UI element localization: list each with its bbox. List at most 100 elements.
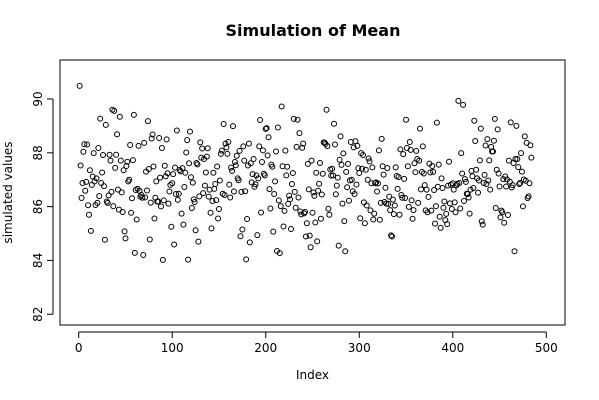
data-point xyxy=(432,203,439,210)
data-point xyxy=(215,206,222,213)
data-point xyxy=(198,154,205,161)
data-point xyxy=(287,196,294,203)
data-point xyxy=(278,103,285,110)
data-point xyxy=(512,156,519,163)
data-point xyxy=(499,209,506,216)
data-point xyxy=(494,126,501,133)
data-point xyxy=(413,147,420,154)
data-point xyxy=(473,166,480,173)
data-point xyxy=(223,144,230,151)
data-point xyxy=(515,164,522,171)
data-point xyxy=(148,135,155,142)
data-point xyxy=(186,160,193,167)
x-tick-label: 300 xyxy=(348,341,371,355)
data-point xyxy=(451,199,458,206)
data-point xyxy=(348,176,355,183)
data-point xyxy=(87,227,94,234)
data-point xyxy=(389,196,396,203)
data-point xyxy=(480,179,487,186)
data-point xyxy=(283,172,290,179)
data-point xyxy=(273,148,280,155)
data-point xyxy=(259,147,266,154)
data-point xyxy=(108,188,115,195)
data-point xyxy=(204,145,211,152)
data-point xyxy=(330,172,337,179)
data-point xyxy=(377,199,384,206)
data-point xyxy=(258,209,265,216)
data-point xyxy=(96,193,103,200)
data-point xyxy=(131,249,138,256)
data-point xyxy=(444,221,451,228)
data-point xyxy=(335,242,342,249)
data-point xyxy=(325,205,332,212)
data-point xyxy=(244,216,251,222)
data-point xyxy=(220,121,227,128)
data-point xyxy=(475,177,482,184)
data-point xyxy=(331,120,338,127)
data-point xyxy=(387,207,394,214)
data-point xyxy=(90,150,97,157)
data-point xyxy=(450,186,457,193)
chart-title: Simulation of Mean xyxy=(226,21,401,40)
y-axis: 82 84 86 88 90 xyxy=(31,91,54,322)
data-point xyxy=(127,142,134,149)
data-point xyxy=(163,136,170,143)
data-point xyxy=(118,189,125,196)
data-point xyxy=(182,169,189,176)
data-point xyxy=(233,152,240,159)
data-point xyxy=(384,165,391,172)
data-point xyxy=(256,143,263,150)
data-point xyxy=(193,160,200,167)
data-point xyxy=(395,174,402,181)
data-point xyxy=(402,195,409,202)
data-point xyxy=(486,157,493,164)
data-point xyxy=(338,161,345,168)
data-point xyxy=(208,225,215,232)
data-point xyxy=(190,196,197,203)
data-point xyxy=(392,164,399,171)
data-point xyxy=(210,169,217,176)
data-point xyxy=(339,200,346,207)
points-layer xyxy=(76,82,535,263)
data-point xyxy=(156,135,163,142)
data-point xyxy=(116,113,123,120)
data-point xyxy=(79,179,86,186)
data-point xyxy=(425,193,432,200)
data-point xyxy=(388,233,395,240)
data-point xyxy=(199,145,206,152)
data-point xyxy=(98,179,105,186)
data-point xyxy=(197,139,204,146)
data-point xyxy=(246,239,253,246)
data-point xyxy=(424,209,431,216)
data-point xyxy=(201,182,208,189)
data-point xyxy=(133,216,140,223)
data-point xyxy=(403,116,410,123)
data-point xyxy=(446,158,453,165)
y-tick-label: 84 xyxy=(31,253,45,268)
data-point xyxy=(436,213,443,220)
data-point xyxy=(241,157,248,164)
data-point xyxy=(159,256,166,263)
data-point xyxy=(461,197,467,204)
data-point xyxy=(296,130,303,137)
data-point xyxy=(272,178,279,185)
data-point xyxy=(428,207,435,214)
data-point xyxy=(491,115,498,122)
data-point xyxy=(407,146,414,153)
data-point xyxy=(212,181,219,188)
data-point xyxy=(290,115,297,122)
data-point xyxy=(179,165,186,172)
data-point xyxy=(203,153,210,160)
data-point xyxy=(448,206,455,213)
data-point xyxy=(365,155,372,162)
data-point xyxy=(259,158,265,165)
data-point xyxy=(343,168,350,175)
data-point xyxy=(505,157,512,164)
data-point xyxy=(93,175,100,182)
data-point xyxy=(173,127,180,134)
data-point xyxy=(301,210,308,217)
data-point xyxy=(460,101,467,108)
data-point xyxy=(124,158,131,165)
data-point xyxy=(465,194,472,201)
data-point xyxy=(397,146,404,153)
